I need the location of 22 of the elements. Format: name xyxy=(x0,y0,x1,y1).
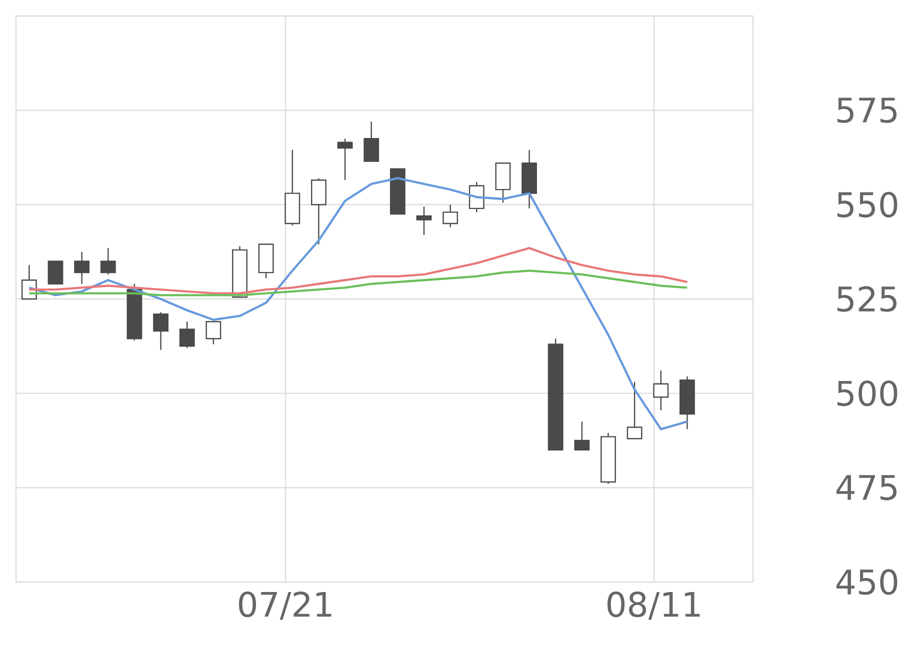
candlestick xyxy=(626,381,642,440)
x-tick-label: 08/11 xyxy=(607,592,700,620)
candlestick xyxy=(206,321,222,345)
y-tick-label: 575 xyxy=(837,98,897,123)
y-tick-label: 550 xyxy=(837,192,898,218)
y-tick-label: 475 xyxy=(836,475,897,500)
candlestick xyxy=(337,138,353,181)
candlestick xyxy=(574,421,590,451)
candlestick xyxy=(468,181,484,213)
candlestick xyxy=(653,370,669,411)
y-tick-label: 525 xyxy=(837,286,897,312)
y-tick-label: 500 xyxy=(837,380,898,406)
y-tick-label: 450 xyxy=(836,569,898,595)
candlestick xyxy=(153,312,168,351)
candlestick xyxy=(48,260,64,284)
candlestick xyxy=(364,121,380,162)
candlestick xyxy=(442,204,458,228)
candlestick xyxy=(74,251,90,284)
candlestick xyxy=(179,321,195,349)
candlestick xyxy=(100,247,116,276)
candlestick xyxy=(416,206,432,236)
x-tick-label: 07/21 xyxy=(238,592,332,620)
